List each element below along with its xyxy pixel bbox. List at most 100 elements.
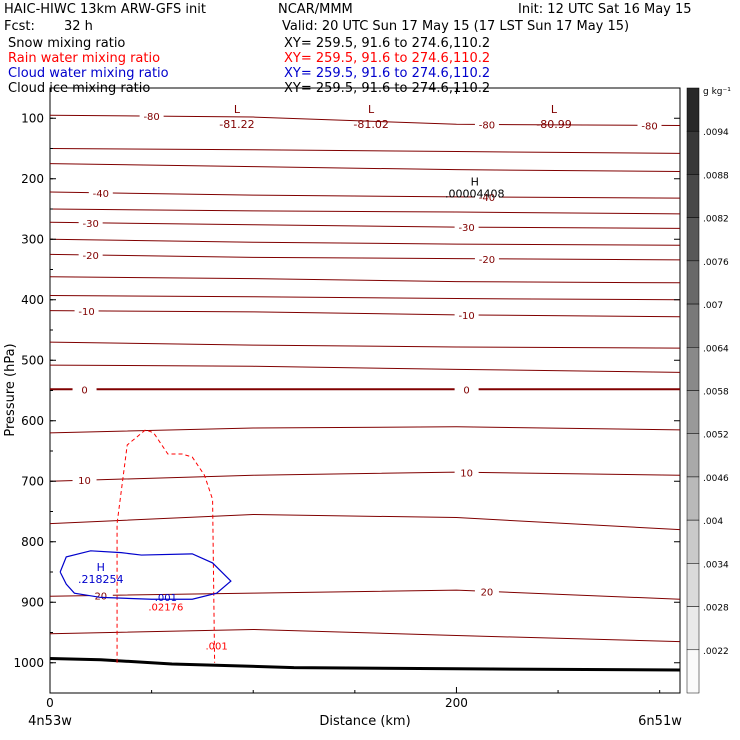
colorbar-label: .0028 (703, 604, 729, 614)
right-endpoint-label: 6n51w (638, 714, 682, 729)
isotherm-label-bg (454, 466, 479, 479)
colorbar-cell (686, 519, 700, 564)
extremum-value: -81.02 (353, 118, 388, 131)
x-axis-label: Distance (km) (319, 714, 410, 729)
y-tick-label: 100 (21, 111, 44, 125)
colorbar-label: .0046 (703, 474, 729, 484)
contour-line (49, 238, 681, 246)
isotherm-label: -80 (641, 121, 657, 132)
isotherm-label-bg (454, 221, 479, 234)
isotherm-label: 0 (463, 385, 469, 396)
colorbar-cell (686, 649, 700, 694)
isotherm-line (49, 221, 681, 229)
isotherm-label-bg (88, 186, 113, 199)
isotherm-line (49, 589, 681, 600)
y-tick-label: 200 (21, 172, 44, 186)
isotherm-label-bg (72, 474, 97, 487)
init-time: Init: 12 UTC Sat 16 May 15 (518, 2, 692, 17)
x-tick-label: 0 (46, 696, 54, 710)
isotherm-label: 10 (460, 468, 473, 479)
isotherm-label: 10 (78, 476, 91, 487)
isotherm-label: -80 (143, 112, 159, 123)
isotherm-label-bg (454, 308, 479, 321)
isotherm-label: -30 (82, 219, 98, 230)
isotherm-label-bg (88, 589, 113, 602)
y-tick-label: 700 (21, 474, 44, 488)
contour-line (49, 148, 681, 154)
colorbar-label: .0094 (703, 128, 729, 138)
colorbar-unit: g kg⁻¹ (703, 87, 731, 97)
extremum-value: .00004408 (445, 188, 505, 201)
y-tick-label: 600 (21, 414, 44, 428)
colorbar-label: .0076 (703, 258, 729, 268)
y-tick-label: 300 (21, 232, 44, 246)
colorbar-label: .0082 (703, 215, 729, 225)
isotherm-label: -20 (479, 255, 495, 266)
colorbar-label: .0022 (703, 647, 729, 657)
colorbar-cell (686, 476, 700, 521)
isotherm-label-bg (637, 119, 662, 132)
colorbar-cell (686, 217, 700, 262)
isotherm-line (49, 471, 681, 482)
contour-line (49, 208, 681, 215)
colorbar-label: .0058 (703, 388, 729, 398)
legend-cloud-name: Cloud water mixing ratio (8, 66, 169, 81)
extremum-value: -80.99 (536, 118, 571, 131)
legend-rain-xy: XY= 259.5, 91.6 to 274.6,110.2 (284, 51, 491, 66)
extremum-value: -81.22 (219, 118, 254, 131)
y-tick-label: 1000 (13, 656, 44, 670)
colorbar-cell (686, 303, 700, 348)
colorbar-cell (686, 433, 700, 478)
isotherm-label: -10 (78, 307, 94, 318)
rain-contour (116, 429, 216, 663)
legend-snow-name: Snow mixing ratio (8, 36, 126, 51)
contour-line (49, 341, 681, 349)
isotherm-label: 20 (481, 587, 494, 598)
isotherm-line (49, 253, 681, 261)
colorbar-label: .0052 (703, 431, 729, 441)
isotherm-label-bg (474, 191, 499, 204)
isotherm-label-bg (78, 216, 103, 229)
isotherm-label-bg (454, 383, 479, 396)
isotherm-line (49, 310, 681, 318)
isotherm-label-bg (74, 304, 99, 317)
isotherm-label: -30 (458, 223, 474, 234)
isotherm-label: -40 (93, 189, 109, 200)
colorbar-label: .0064 (703, 344, 729, 354)
isotherm-label-bg (474, 118, 499, 131)
extremum-marker: H (97, 561, 105, 574)
cloud-contour-label: .001 (155, 593, 177, 604)
contour-line (49, 276, 681, 284)
y-tick-label: 900 (21, 595, 44, 609)
contour-line (49, 628, 681, 643)
isotherm-label: -20 (82, 251, 98, 262)
colorbar-label: .0034 (703, 560, 729, 570)
fcst-value: 32 h (64, 19, 93, 34)
isotherm-label-bg (474, 585, 499, 598)
isotherm-label: -40 (479, 193, 495, 204)
plot-frame (49, 87, 681, 694)
extremum-marker: L (551, 103, 558, 116)
extremum-marker: L (368, 103, 375, 116)
colorbar-cell (686, 563, 700, 607)
colorbar-label: .004 (703, 517, 723, 527)
extremum-value: .218254 (78, 573, 124, 586)
y-tick-label: 500 (21, 353, 44, 367)
y-axis-label: Pressure (hPa) (3, 343, 18, 436)
colorbar-cell (686, 174, 700, 218)
colorbar-cell (686, 87, 700, 132)
isotherm-label-bg (474, 252, 499, 265)
contour-line (49, 426, 681, 434)
org-label: NCAR/MMM (278, 2, 353, 17)
isotherm-label-bg (139, 110, 164, 123)
colorbar-cell (686, 390, 700, 434)
valid-time: Valid: 20 UTC Sun 17 May 15 (17 LST Sun … (282, 19, 630, 34)
extremum-marker: H (471, 176, 479, 189)
colorbar-cell (686, 606, 700, 651)
isotherm-line (49, 191, 681, 199)
contour-line (49, 364, 681, 373)
x-tick-label: 200 (445, 696, 468, 710)
colorbar-label: .0088 (703, 171, 729, 181)
left-endpoint-label: 4n53w (28, 714, 72, 729)
